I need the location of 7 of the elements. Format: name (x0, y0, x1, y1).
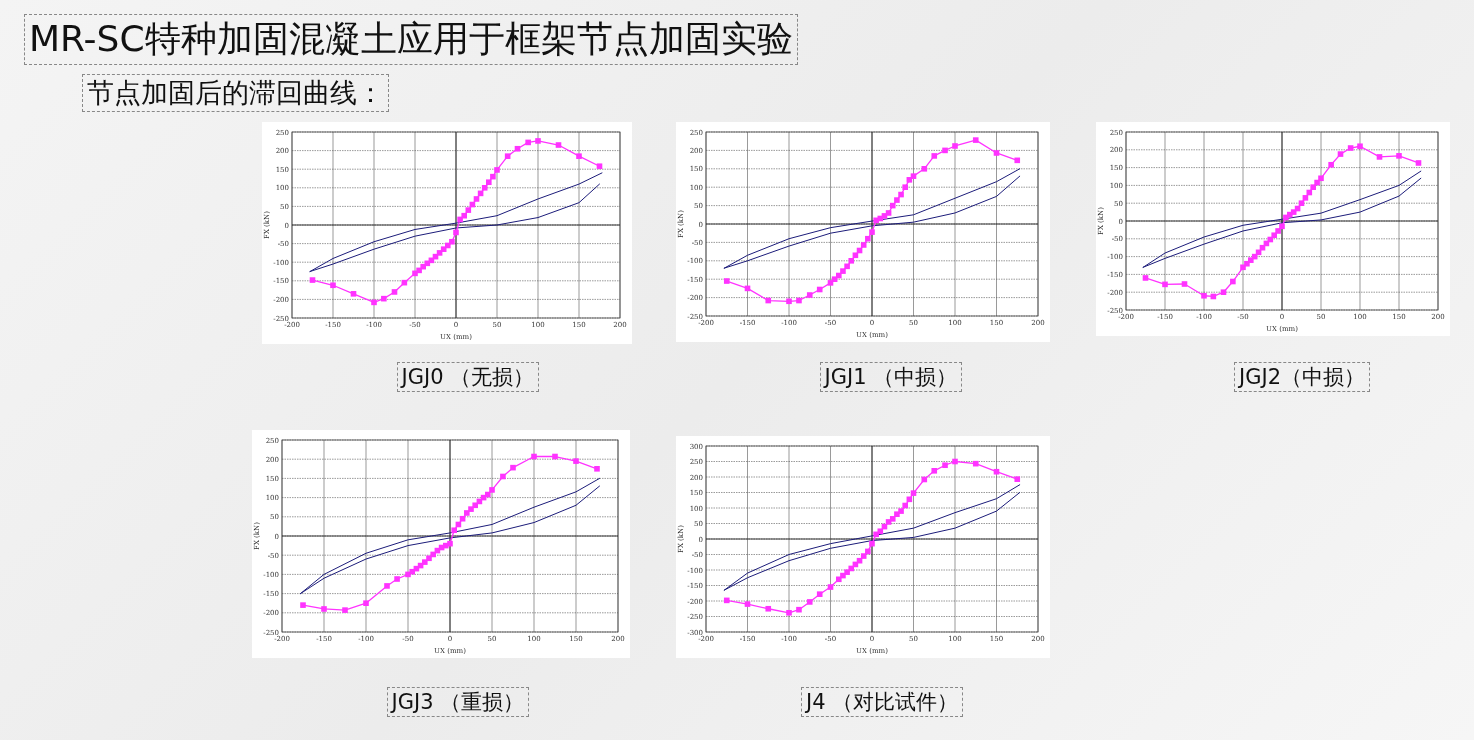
text: JGJ2（中损） (1234, 362, 1371, 392)
text: 节点加固后的滞回曲线： (82, 74, 389, 112)
text: MR-SC特种加固混凝土应用于框架节点加固实验 (24, 14, 798, 65)
text: JGJ0 （无损） (396, 362, 540, 392)
text: JGJ3 （重损） (386, 687, 530, 717)
text: J4 （对比试件） (801, 687, 964, 717)
text: JGJ1 （中损） (819, 362, 963, 392)
